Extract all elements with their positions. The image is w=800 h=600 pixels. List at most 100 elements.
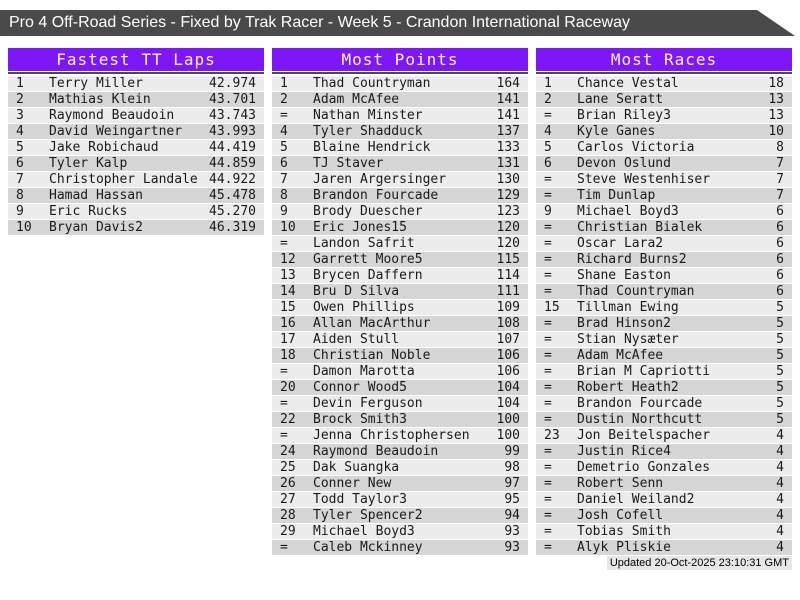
row-name: Connor Wood5 bbox=[313, 380, 407, 395]
row-value: 95 bbox=[504, 492, 520, 507]
row-value: 4 bbox=[776, 524, 784, 539]
table-row: 18 Christian Noble 106 bbox=[272, 348, 528, 363]
row-rank: 7 bbox=[16, 172, 24, 187]
row-rank: 26 bbox=[280, 476, 296, 491]
row-value: 130 bbox=[496, 172, 520, 187]
row-value: 98 bbox=[504, 460, 520, 475]
table-row: = Robert Heath2 5 bbox=[536, 380, 792, 395]
row-name: Stian Nysæter bbox=[577, 332, 679, 347]
table-row: = Justin Rice4 4 bbox=[536, 444, 792, 459]
row-value: 4 bbox=[776, 460, 784, 475]
table-row: 2 Adam McAfee 141 bbox=[272, 92, 528, 107]
table-row: 25 Dak Suangka 98 bbox=[272, 460, 528, 475]
leaderboard-panel: Most Points 1 Thad Countryman 164 2 Adam… bbox=[272, 48, 528, 556]
table-row: 15 Owen Phillips 109 bbox=[272, 300, 528, 315]
row-value: 13 bbox=[768, 92, 784, 107]
table-row: 12 Garrett Moore5 115 bbox=[272, 252, 528, 267]
table-row: = Brian M Capriotti 5 bbox=[536, 364, 792, 379]
row-name: Dak Suangka bbox=[313, 460, 400, 475]
row-rank: 14 bbox=[280, 284, 296, 299]
row-name: Josh Cofell bbox=[577, 508, 664, 523]
row-name: Christian Noble bbox=[313, 348, 431, 363]
row-value: 109 bbox=[496, 300, 520, 315]
divider bbox=[536, 72, 792, 74]
row-name: Thad Countryman bbox=[313, 76, 431, 91]
row-rank: 6 bbox=[280, 156, 288, 171]
row-rank: 16 bbox=[280, 316, 296, 331]
table-row: 5 Jake Robichaud 44.419 bbox=[8, 140, 264, 155]
row-rank: 10 bbox=[280, 220, 296, 235]
table-row: 1 Thad Countryman 164 bbox=[272, 76, 528, 91]
table-row: = Shane Easton 6 bbox=[536, 268, 792, 283]
row-value: 106 bbox=[496, 348, 520, 363]
row-value: 141 bbox=[496, 108, 520, 123]
row-name: Robert Heath2 bbox=[577, 380, 679, 395]
table-row: 24 Raymond Beaudoin 99 bbox=[272, 444, 528, 459]
row-rank: = bbox=[544, 364, 552, 379]
row-rank: 13 bbox=[280, 268, 296, 283]
table-row: 5 Carlos Victoria 8 bbox=[536, 140, 792, 155]
row-rank: = bbox=[544, 332, 552, 347]
row-name: Carlos Victoria bbox=[577, 140, 695, 155]
row-value: 6 bbox=[776, 284, 784, 299]
row-value: 5 bbox=[776, 300, 784, 315]
row-rank: 10 bbox=[16, 220, 32, 235]
row-name: Landon Safrit bbox=[313, 236, 415, 251]
row-rank: = bbox=[544, 188, 552, 203]
row-rank: 24 bbox=[280, 444, 296, 459]
table-row: 6 TJ Staver 131 bbox=[272, 156, 528, 171]
row-name: Daniel Weiland2 bbox=[577, 492, 695, 507]
row-rank: 4 bbox=[16, 124, 24, 139]
row-rank: 18 bbox=[280, 348, 296, 363]
row-rank: = bbox=[544, 172, 552, 187]
row-name: Brandon Fourcade bbox=[313, 188, 439, 203]
table-row: 23 Jon Beitelspacher 4 bbox=[536, 428, 792, 443]
row-name: Christian Bialek bbox=[577, 220, 703, 235]
row-name: Adam McAfee bbox=[577, 348, 664, 363]
table-row: 26 Conner New 97 bbox=[272, 476, 528, 491]
row-value: 111 bbox=[496, 284, 520, 299]
row-rank: 1 bbox=[544, 76, 552, 91]
table-row: 4 Tyler Shadduck 137 bbox=[272, 124, 528, 139]
table-row: = Thad Countryman 6 bbox=[536, 284, 792, 299]
table-row: = Stian Nysæter 5 bbox=[536, 332, 792, 347]
table-row: = Devin Ferguson 104 bbox=[272, 396, 528, 411]
row-value: 4 bbox=[776, 444, 784, 459]
row-rank: 4 bbox=[280, 124, 288, 139]
row-name: Tyler Shadduck bbox=[313, 124, 423, 139]
row-value: 43.743 bbox=[209, 108, 256, 123]
row-rank: 4 bbox=[544, 124, 552, 139]
row-name: Brody Duescher bbox=[313, 204, 423, 219]
row-name: Terry Miller bbox=[49, 76, 143, 91]
row-rank: 15 bbox=[280, 300, 296, 315]
row-value: 44.922 bbox=[209, 172, 256, 187]
table-row: = Daniel Weiland2 4 bbox=[536, 492, 792, 507]
row-name: Todd Taylor3 bbox=[313, 492, 407, 507]
row-name: Brycen Daffern bbox=[313, 268, 423, 283]
row-value: 7 bbox=[776, 188, 784, 203]
row-name: Dustin Northcutt bbox=[577, 412, 703, 427]
row-name: Hamad Hassan bbox=[49, 188, 143, 203]
row-value: 6 bbox=[776, 268, 784, 283]
row-name: Jaren Argersinger bbox=[313, 172, 447, 187]
row-name: Alyk Pliskie bbox=[577, 540, 671, 555]
row-rank: 22 bbox=[280, 412, 296, 427]
row-rank: = bbox=[544, 508, 552, 523]
row-rank: = bbox=[280, 428, 288, 443]
row-name: Steve Westenhiser bbox=[577, 172, 711, 187]
row-rank: = bbox=[280, 396, 288, 411]
table-row: 9 Michael Boyd3 6 bbox=[536, 204, 792, 219]
leaderboard-columns: Fastest TT Laps 1 Terry Miller 42.974 2 … bbox=[8, 48, 792, 556]
row-rank: 5 bbox=[280, 140, 288, 155]
table-row: 7 Christopher Landale 44.922 bbox=[8, 172, 264, 187]
row-name: Shane Easton bbox=[577, 268, 671, 283]
row-rank: = bbox=[544, 492, 552, 507]
leaderboard-rows: 1 Thad Countryman 164 2 Adam McAfee 141 … bbox=[272, 76, 528, 555]
table-row: 16 Allan MacArthur 108 bbox=[272, 316, 528, 331]
row-name: Michael Boyd3 bbox=[577, 204, 679, 219]
row-value: 120 bbox=[496, 236, 520, 251]
row-name: Oscar Lara2 bbox=[577, 236, 664, 251]
updated-timestamp: Updated 20-Oct-2025 23:10:31 GMT bbox=[606, 556, 792, 570]
row-value: 46.319 bbox=[209, 220, 256, 235]
row-rank: 8 bbox=[16, 188, 24, 203]
